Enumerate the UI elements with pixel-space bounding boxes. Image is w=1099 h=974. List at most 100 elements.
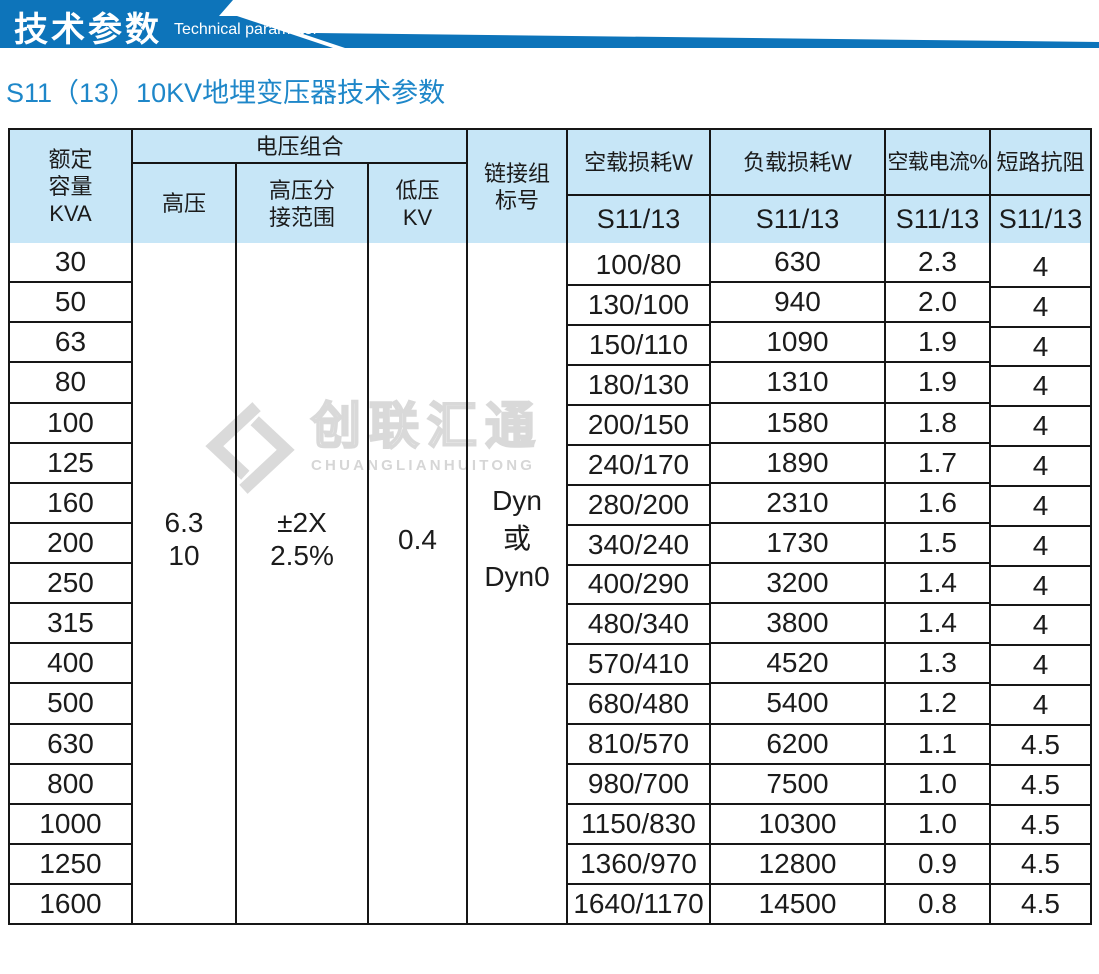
table-cell: 4 (991, 407, 1090, 448)
banner-subtitle: Technical parameter (174, 21, 319, 38)
banner-title: 技术参数 (14, 11, 162, 49)
table-cell: 7500 (711, 765, 884, 805)
table-cell: 4520 (711, 644, 884, 685)
header-cell-load-loss: 负载损耗W (711, 130, 884, 196)
table-cell: 1.1 (886, 725, 989, 765)
table-cell: 150/110 (568, 326, 709, 366)
header-cell-tap-range: 高压分 接范围 (237, 164, 369, 243)
table-cell: 4.5 (991, 766, 1090, 806)
watermark-logo-icon (205, 402, 295, 494)
header-cell-model: S11/13 (991, 196, 1090, 243)
table-cell: 810/570 (568, 725, 709, 766)
header-cell-no-load-loss: 空载损耗W (568, 130, 709, 196)
table-cell: 800 (10, 765, 131, 805)
table-cell: 340/240 (568, 526, 709, 566)
header-cell-model: S11/13 (711, 196, 884, 243)
table-cell: 4 (991, 447, 1090, 487)
table-cell: 100 (10, 404, 131, 444)
table-cell: 1310 (711, 363, 884, 404)
table-cell: 1640/1170 (573, 887, 704, 919)
table-cell: 1730 (711, 524, 884, 564)
table-cell: 0.9 (886, 845, 989, 885)
table-cell: 1250 (10, 845, 131, 885)
table-cell: 10300 (711, 805, 884, 845)
column-impedance: 4 4 4 4 4 4 4 4 4 4 4 4 4.5 4.5 4.5 4.5 4.5 (991, 243, 1090, 923)
table-cell: 4.5 (1021, 888, 1060, 920)
table-cell: 250 (10, 564, 131, 605)
table-cell: 2.0 (886, 283, 989, 324)
header-cell-low-voltage: 低压 KV (369, 164, 466, 243)
table-cell: 0.8 (918, 888, 957, 920)
table-cell: 680/480 (568, 685, 709, 726)
table-cell: 315 (10, 604, 131, 645)
header-cell-vector-group: 链接组 标号 (468, 130, 568, 243)
table-cell: 280/200 (568, 486, 709, 526)
table-cell: 80 (10, 363, 131, 404)
table-cell: 30 (10, 243, 131, 284)
table-cell: 125 (10, 444, 131, 484)
table-cell: 160 (10, 484, 131, 524)
table-cell: 630 (10, 725, 131, 765)
table-cell: 4 (991, 487, 1090, 527)
table-cell: 5400 (711, 684, 884, 725)
table-cell: 1090 (711, 323, 884, 364)
table-cell: 4 (991, 646, 1090, 687)
table-cell: 14500 (758, 888, 837, 920)
column-no-load-current: 2.3 2.0 1.9 1.9 1.8 1.7 1.6 1.5 1.4 1.4 1.3 1.2 1.1 1… (886, 243, 991, 923)
column-rated-capacity: 30 50 63 80 100 125 160 200 250 315 400 500 630 800 10… (10, 243, 133, 923)
table-cell: 6200 (711, 725, 884, 765)
table-cell: 130/100 (568, 286, 709, 326)
header-cell-rated-capacity: 额定 容量 KVA (10, 130, 133, 243)
page-title: S11（13）10KV地埋变压器技术参数 (6, 78, 446, 108)
table-cell: 4.5 (991, 806, 1090, 846)
merged-cell-low-voltage: 0.4 (369, 243, 468, 923)
table-cell: 2310 (711, 484, 884, 524)
table-cell: 4 (991, 527, 1090, 567)
table-cell: 1.9 (886, 323, 989, 364)
table-cell: 1150/830 (568, 805, 709, 846)
merged-cell-vector-group: Dyn 或 Dyn0 (468, 243, 568, 923)
table-cell: 4.5 (991, 845, 1090, 886)
table-cell: 480/340 (568, 605, 709, 646)
table-cell: 1.0 (886, 765, 989, 805)
table-cell: 400 (10, 644, 131, 685)
merged-cell-tap-range: ±2X 2.5% (237, 243, 369, 923)
header-group-voltage: 电压组合 高压 高压分 接范围 低压 KV (133, 130, 468, 243)
header-cell-model: S11/13 (886, 196, 989, 243)
table-cell: 400/290 (568, 566, 709, 606)
table-cell: 100/80 (568, 246, 709, 286)
table-cell: 4 (991, 367, 1090, 408)
table-cell: 630 (711, 243, 884, 284)
table-cell: 1.0 (886, 805, 989, 845)
table-cell: 1.6 (886, 484, 989, 524)
table-cell: 50 (10, 283, 131, 324)
table-cell: 63 (10, 323, 131, 364)
table-cell: 3800 (711, 604, 884, 645)
table-header: 额定 容量 KVA 电压组合 高压 高压分 接范围 低压 KV 链接组 标号 空… (10, 130, 1090, 243)
table-cell: 200/150 (568, 406, 709, 446)
table-cell: 4 (991, 686, 1090, 726)
table-cell: 4 (991, 328, 1090, 368)
table-cell: 1.2 (886, 684, 989, 725)
header-cell-voltage-combination: 电压组合 (133, 130, 466, 164)
merged-cell-high-voltage: 6.3 10 (133, 243, 237, 923)
table-cell: 240/170 (568, 446, 709, 486)
table-cell: 1.7 (886, 444, 989, 484)
table-cell: 4 (991, 248, 1090, 288)
header-group-load-loss: 负载损耗W S11/13 (711, 130, 886, 243)
watermark-brand-en: CHUANGLIANHUITONG (311, 457, 536, 474)
table-cell: 1890 (711, 444, 884, 484)
watermark: 创联汇通 CHUANGLIANHUITONG (203, 397, 543, 498)
table-cell: 1.4 (886, 604, 989, 645)
table-cell: 180/130 (568, 366, 709, 406)
header-cell-high-voltage: 高压 (133, 164, 237, 243)
table-cell: 940 (711, 283, 884, 324)
header-cell-no-load-current: 空载电流% (886, 130, 989, 196)
header-cell-impedance: 短路抗阻 (991, 130, 1090, 196)
table-cell: 1.9 (886, 363, 989, 404)
table-cell: 1000 (10, 805, 131, 845)
table-cell: 4.5 (991, 726, 1090, 766)
parameters-table: 额定 容量 KVA 电压组合 高压 高压分 接范围 低压 KV 链接组 标号 空… (8, 128, 1092, 925)
header-group-impedance: 短路抗阻 S11/13 (991, 130, 1090, 243)
table-cell: 1580 (711, 404, 884, 444)
